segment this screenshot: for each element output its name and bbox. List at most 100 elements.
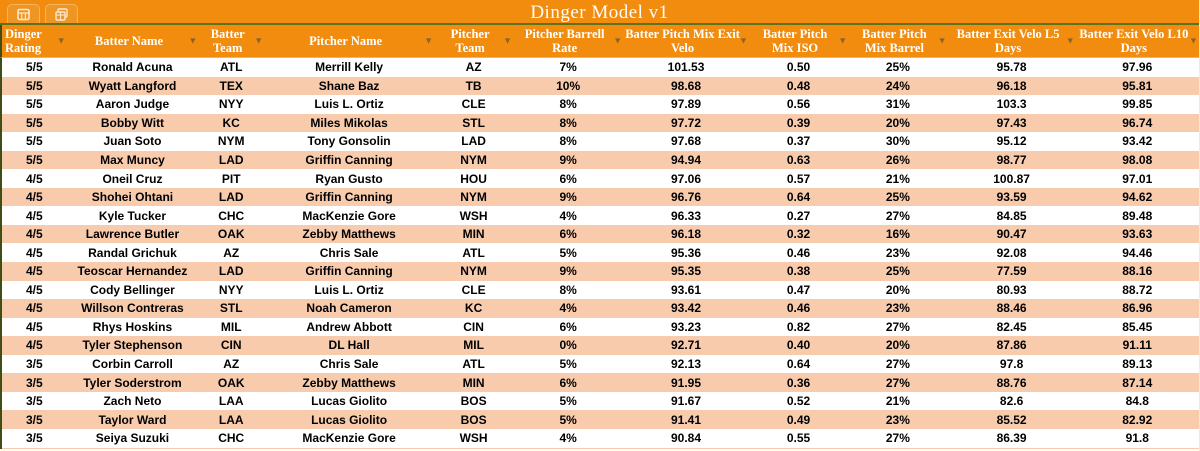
cell-dinger-rating[interactable]: 5/5	[25, 97, 43, 112]
cell-batter-pitch-mix-iso[interactable]: 0.46	[786, 301, 811, 316]
cell-batter-pitch-mix-barrel[interactable]: 25%	[885, 190, 910, 205]
cell-batter-name[interactable]: Taylor Ward	[98, 412, 167, 427]
cell-batter-pitch-mix-iso[interactable]: 0.64	[786, 190, 811, 205]
cell-batter-pitch-mix-iso[interactable]: 0.46	[786, 245, 811, 260]
cell-batter-pitch-mix-exit-velo[interactable]: 97.89	[671, 97, 702, 112]
cell-batter-name[interactable]: Tyler Stephenson	[82, 338, 183, 353]
cell-batter-name[interactable]: Kyle Tucker	[98, 208, 167, 223]
cell-batter-team[interactable]: OAK	[217, 227, 245, 242]
cell-pitcher-barrell-rate[interactable]: 5%	[559, 412, 577, 427]
cell-pitcher-team[interactable]: MIL	[463, 338, 484, 353]
cell-dinger-rating[interactable]: 4/5	[25, 338, 43, 353]
cell-pitcher-barrell-rate[interactable]: 8%	[559, 97, 577, 112]
cell-pitcher-name[interactable]: Ryan Gusto	[315, 171, 383, 186]
filter-dropdown-icon[interactable]: ▼	[188, 35, 198, 46]
cell-batter-pitch-mix-barrel[interactable]: 25%	[885, 60, 910, 75]
cell-dinger-rating[interactable]: 4/5	[25, 227, 43, 242]
cell-pitcher-team[interactable]: KC	[464, 301, 483, 316]
cell-batter-team[interactable]: LAA	[218, 412, 244, 427]
cell-batter-exit-velo-l10[interactable]: 85.45	[1122, 319, 1153, 334]
filter-dropdown-icon[interactable]: ▼	[937, 35, 947, 46]
cell-batter-pitch-mix-exit-velo[interactable]: 92.13	[671, 357, 702, 372]
cell-batter-team[interactable]: LAD	[218, 264, 244, 279]
cell-batter-pitch-mix-iso[interactable]: 0.37	[786, 134, 811, 149]
cell-batter-exit-velo-l5[interactable]: 82.6	[999, 394, 1024, 409]
cell-batter-exit-velo-l10[interactable]: 82.92	[1122, 412, 1153, 427]
cell-batter-pitch-mix-iso[interactable]: 0.36	[786, 375, 811, 390]
cell-batter-exit-velo-l5[interactable]: 77.59	[996, 264, 1027, 279]
cell-batter-name[interactable]: Corbin Carroll	[92, 357, 173, 372]
cell-batter-exit-velo-l10[interactable]: 88.72	[1122, 282, 1153, 297]
cell-batter-name[interactable]: Max Muncy	[100, 153, 165, 167]
cell-batter-pitch-mix-barrel[interactable]: 20%	[885, 282, 910, 297]
cell-batter-exit-velo-l5[interactable]: 95.12	[996, 134, 1027, 149]
cell-pitcher-name[interactable]: Luis L. Ortiz	[314, 282, 384, 297]
cell-pitcher-barrell-rate[interactable]: 9%	[559, 153, 577, 167]
cell-batter-pitch-mix-exit-velo[interactable]: 90.84	[671, 431, 702, 446]
filter-dropdown-icon[interactable]: ▼	[56, 35, 66, 46]
cell-dinger-rating[interactable]: 4/5	[25, 264, 43, 279]
cell-batter-pitch-mix-iso[interactable]: 0.32	[786, 227, 811, 242]
cell-dinger-rating[interactable]: 3/5	[25, 357, 43, 372]
cell-batter-team[interactable]: MIL	[220, 319, 242, 334]
cell-batter-pitch-mix-barrel[interactable]: 25%	[885, 264, 910, 279]
cell-pitcher-name[interactable]: Merrill Kelly	[315, 60, 384, 75]
cell-batter-exit-velo-l10[interactable]: 87.14	[1122, 375, 1153, 390]
cell-batter-team[interactable]: ATL	[219, 60, 243, 75]
cell-pitcher-team[interactable]: LAD	[461, 134, 486, 149]
cell-pitcher-barrell-rate[interactable]: 5%	[559, 357, 577, 372]
cell-batter-name[interactable]: Aaron Judge	[95, 97, 170, 112]
cell-batter-pitch-mix-exit-velo[interactable]: 93.23	[671, 319, 702, 334]
cell-batter-exit-velo-l5[interactable]: 97.43	[996, 115, 1027, 130]
cell-batter-pitch-mix-exit-velo[interactable]: 98.68	[671, 78, 702, 93]
cell-pitcher-team[interactable]: NYM	[460, 190, 487, 205]
cell-batter-team[interactable]: AZ	[223, 245, 240, 260]
cell-batter-pitch-mix-iso[interactable]: 0.38	[786, 264, 811, 279]
column-header-pitcher-team[interactable]: Pitcher Team ▼	[434, 25, 513, 57]
cell-batter-pitch-mix-iso[interactable]: 0.50	[786, 60, 811, 75]
column-header-batter-exit-velo-l10[interactable]: Batter Exit Velo L10 Days ▼	[1076, 25, 1199, 57]
cell-batter-name[interactable]: Randal Grichuk	[88, 245, 177, 260]
cell-batter-exit-velo-l10[interactable]: 93.63	[1122, 227, 1153, 242]
cell-batter-exit-velo-l10[interactable]: 91.11	[1122, 338, 1152, 353]
cell-batter-pitch-mix-iso[interactable]: 0.55	[786, 431, 811, 446]
cell-batter-exit-velo-l10[interactable]: 99.85	[1122, 97, 1153, 112]
cell-batter-pitch-mix-barrel[interactable]: 27%	[885, 319, 910, 334]
cell-pitcher-barrell-rate[interactable]: 5%	[559, 394, 577, 409]
cell-batter-name[interactable]: Cody Bellinger	[90, 282, 175, 297]
cell-pitcher-team[interactable]: MIN	[462, 375, 485, 390]
cell-batter-pitch-mix-barrel[interactable]: 23%	[885, 301, 910, 316]
cell-batter-team[interactable]: STL	[219, 301, 243, 316]
cell-batter-pitch-mix-exit-velo[interactable]: 96.76	[671, 190, 702, 205]
cell-pitcher-name[interactable]: Tony Gonsolin	[307, 134, 391, 149]
cell-dinger-rating[interactable]: 3/5	[25, 412, 43, 427]
cell-dinger-rating[interactable]: 3/5	[25, 375, 43, 390]
cell-pitcher-team[interactable]: NYM	[460, 264, 487, 279]
cell-batter-exit-velo-l5[interactable]: 97.8	[999, 357, 1024, 372]
cell-batter-exit-velo-l10[interactable]: 96.74	[1122, 115, 1153, 130]
cell-batter-pitch-mix-barrel[interactable]: 27%	[885, 431, 910, 446]
cell-pitcher-barrell-rate[interactable]: 9%	[559, 264, 577, 279]
cell-batter-team[interactable]: LAD	[218, 190, 244, 205]
cell-batter-pitch-mix-iso[interactable]: 0.27	[786, 208, 811, 223]
cell-pitcher-team[interactable]: ATL	[462, 245, 485, 260]
cell-pitcher-barrell-rate[interactable]: 8%	[559, 115, 577, 130]
cell-pitcher-team[interactable]: CLE	[461, 282, 486, 297]
cell-batter-exit-velo-l10[interactable]: 95.81	[1122, 78, 1153, 93]
cell-batter-exit-velo-l10[interactable]: 94.62	[1122, 190, 1153, 205]
cell-batter-exit-velo-l10[interactable]: 97.01	[1122, 171, 1153, 186]
cell-batter-exit-velo-l5[interactable]: 84.85	[996, 208, 1027, 223]
column-header-pitcher-name[interactable]: Pitcher Name ▼	[264, 25, 434, 57]
cell-batter-name[interactable]: Teoscar Hernandez	[77, 264, 188, 279]
cell-batter-pitch-mix-barrel[interactable]: 21%	[885, 394, 910, 409]
cell-pitcher-team[interactable]: ATL	[462, 357, 485, 372]
cell-batter-pitch-mix-barrel[interactable]: 27%	[885, 208, 910, 223]
cell-batter-exit-velo-l5[interactable]: 103.3	[996, 97, 1027, 112]
column-header-batter-name[interactable]: Batter Name ▼	[67, 25, 199, 57]
cell-batter-exit-velo-l5[interactable]: 100.87	[993, 171, 1030, 186]
cell-batter-exit-velo-l5[interactable]: 96.18	[996, 78, 1027, 93]
cell-batter-exit-velo-l5[interactable]: 86.39	[996, 431, 1027, 446]
cell-pitcher-barrell-rate[interactable]: 4%	[559, 208, 577, 223]
cell-batter-pitch-mix-iso[interactable]: 0.52	[786, 394, 811, 409]
cell-batter-pitch-mix-exit-velo[interactable]: 91.95	[671, 375, 702, 390]
